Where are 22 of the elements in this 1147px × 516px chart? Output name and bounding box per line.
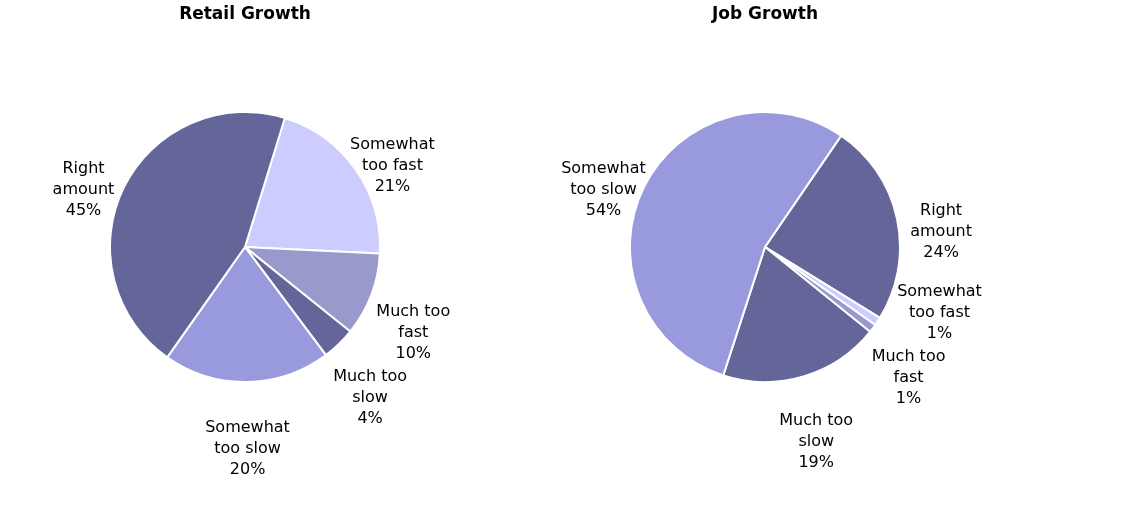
- slice-label: Much too slow: [333, 366, 407, 407]
- slice-label: Much too fast: [376, 300, 451, 341]
- data-label: 45%: [65, 199, 102, 219]
- slice-label: Right amount: [910, 199, 972, 240]
- data-label: 19%: [798, 451, 834, 471]
- slice-label: Somewhat too fast: [350, 133, 435, 174]
- slice-label: Much too slow: [779, 409, 854, 450]
- data-label: 4%: [357, 408, 383, 428]
- data-label: 21%: [374, 175, 411, 195]
- data-label: 1%: [895, 387, 922, 407]
- data-label: 24%: [923, 241, 959, 261]
- slice-label: Somewhat too slow: [205, 416, 290, 457]
- slice-label: Much too fast: [871, 345, 946, 386]
- slice-label: Right amount: [52, 157, 115, 198]
- data-label: 20%: [229, 458, 266, 478]
- chart-title: Retail Growth: [179, 3, 311, 23]
- data-label: 10%: [395, 342, 432, 362]
- slice-label: Somewhat too slow: [561, 157, 646, 198]
- slice-label: Somewhat too fast: [897, 281, 982, 322]
- data-label: 1%: [926, 323, 953, 343]
- chart-title: Job Growth: [710, 3, 819, 23]
- data-label: 54%: [585, 199, 622, 219]
